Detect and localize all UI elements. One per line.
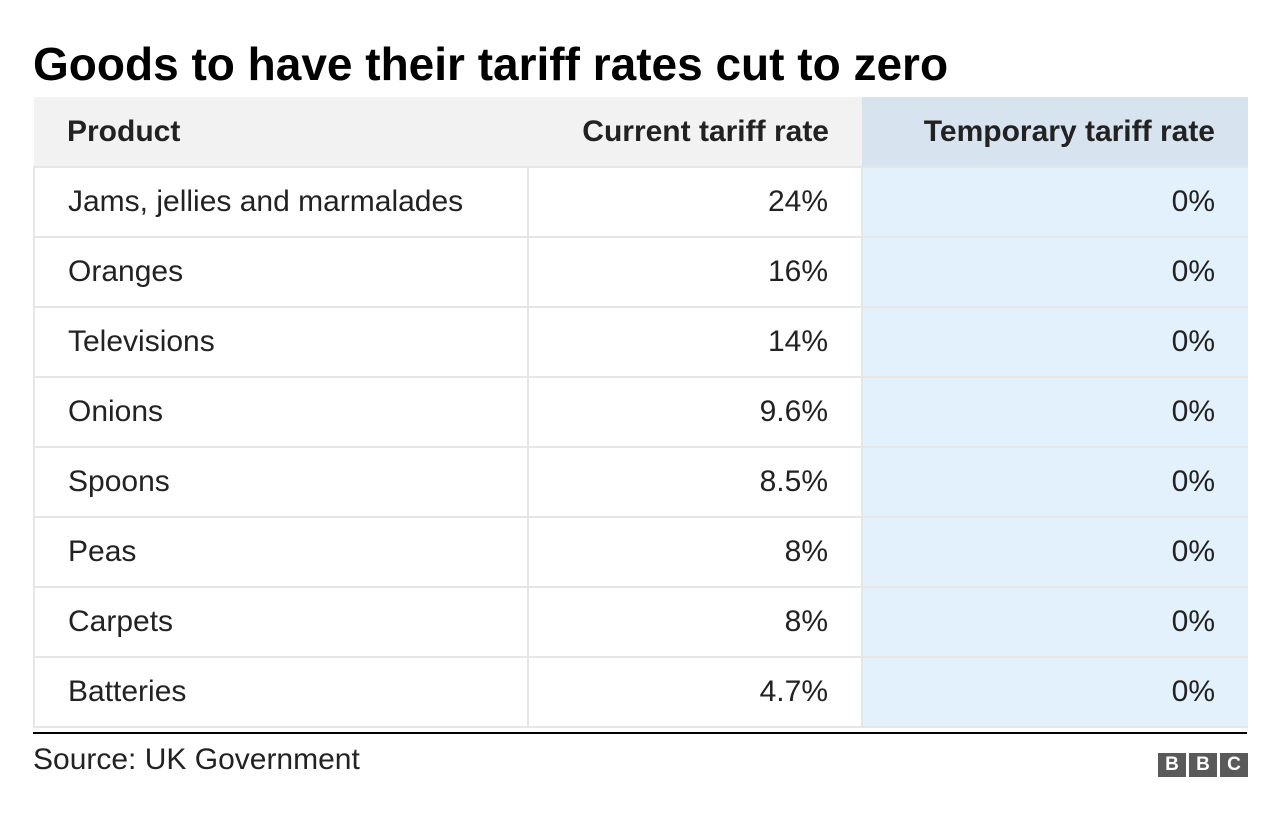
table-header: Product Current tariff rate Temporary ta…: [34, 97, 1248, 167]
column-header-product: Product: [34, 97, 528, 167]
cell-product: Televisions: [33, 306, 529, 377]
table-row: Televisions 14% 0%: [33, 306, 1248, 377]
table-row: Batteries 4.7% 0%: [33, 656, 1248, 728]
cell-product: Oranges: [33, 236, 529, 307]
cell-product: Batteries: [33, 656, 529, 728]
cell-temporary-rate: 0%: [862, 376, 1248, 447]
cell-current-rate: 9.6%: [528, 376, 863, 447]
column-header-current-rate: Current tariff rate: [528, 97, 862, 167]
table-row: Oranges 16% 0%: [33, 236, 1248, 307]
tariff-table: Product Current tariff rate Temporary ta…: [33, 97, 1248, 728]
cell-temporary-rate: 0%: [862, 586, 1248, 657]
cell-temporary-rate: 0%: [862, 166, 1248, 237]
cell-current-rate: 14%: [528, 306, 863, 377]
cell-temporary-rate: 0%: [862, 656, 1248, 728]
cell-current-rate: 8%: [528, 586, 863, 657]
source-note: Source: UK Government: [33, 743, 360, 776]
cell-product: Peas: [33, 516, 529, 587]
cell-current-rate: 24%: [528, 166, 863, 237]
cell-product: Carpets: [33, 586, 529, 657]
table-row: Carpets 8% 0%: [33, 586, 1248, 657]
cell-current-rate: 16%: [528, 236, 863, 307]
cell-temporary-rate: 0%: [862, 446, 1248, 517]
table-row: Spoons 8.5% 0%: [33, 446, 1248, 517]
bbc-logo-letter: B: [1189, 753, 1217, 777]
cell-current-rate: 4.7%: [528, 656, 863, 728]
cell-current-rate: 8.5%: [528, 446, 863, 517]
bbc-logo-letter: C: [1220, 753, 1248, 777]
bbc-logo: B B C: [1158, 753, 1248, 777]
bbc-logo-letter: B: [1158, 753, 1186, 777]
cell-product: Spoons: [33, 446, 529, 517]
table-row: Jams, jellies and marmalades 24% 0%: [33, 166, 1248, 237]
cell-temporary-rate: 0%: [862, 306, 1248, 377]
header-row: Product Current tariff rate Temporary ta…: [34, 97, 1248, 167]
footer-divider: [33, 732, 1247, 734]
table-row: Peas 8% 0%: [33, 516, 1248, 587]
cell-temporary-rate: 0%: [862, 236, 1248, 307]
table-body: Jams, jellies and marmalades 24% 0% Oranges…: [33, 166, 1248, 728]
chart-title: Goods to have their tariff rates cut to …: [33, 38, 949, 90]
cell-current-rate: 8%: [528, 516, 863, 587]
cell-product: Jams, jellies and marmalades: [33, 166, 529, 237]
tariff-table-container: Product Current tariff rate Temporary ta…: [33, 97, 1248, 728]
cell-temporary-rate: 0%: [862, 516, 1248, 587]
table-row: Onions 9.6% 0%: [33, 376, 1248, 447]
column-header-temporary-rate: Temporary tariff rate: [862, 97, 1248, 167]
cell-product: Onions: [33, 376, 529, 447]
